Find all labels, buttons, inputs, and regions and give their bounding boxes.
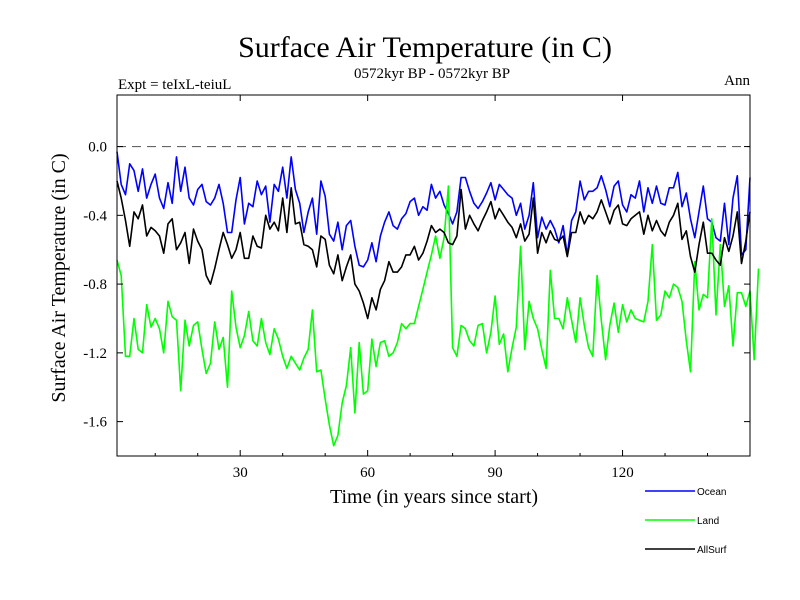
- experiment-label: Expt = teIxL-teiuL: [118, 77, 231, 93]
- y-tick-label: 0.0: [88, 140, 107, 156]
- tick-layer: 0.0 -0.4 -0.8 -1.2 -1.6 30 60 90 120: [83, 95, 750, 481]
- chart-title: Surface Air Temperature (in C): [238, 31, 612, 64]
- x-axis-label: Time (in years since start): [330, 486, 538, 508]
- series-line-allsurf: [116, 180, 751, 320]
- legend-label-land: Land: [697, 516, 719, 527]
- legend-label-allsurf: AllSurf: [697, 545, 727, 556]
- series-line-ocean: [116, 151, 751, 268]
- chart-subtitle: 0572kyr BP - 0572kyr BP: [354, 66, 510, 82]
- x-tick-label: 30: [233, 465, 248, 481]
- y-tick-label: -1.6: [83, 415, 107, 431]
- y-tick-label: -0.8: [83, 277, 107, 293]
- x-tick-label: 120: [611, 465, 634, 481]
- y-tick-label: -1.2: [83, 346, 107, 362]
- legend-label-ocean: Ocean: [697, 487, 726, 498]
- plot-frame: [116, 94, 751, 457]
- season-label: Ann: [724, 73, 750, 89]
- series-line-land: [116, 185, 760, 447]
- y-tick-label: -0.4: [83, 208, 107, 224]
- x-tick-label: 60: [360, 465, 375, 481]
- series-layer: [116, 151, 760, 447]
- x-tick-label: 90: [488, 465, 503, 481]
- y-axis-label: Surface Air Temperature (in C): [48, 153, 70, 402]
- legend: Ocean Land AllSurf: [645, 487, 727, 556]
